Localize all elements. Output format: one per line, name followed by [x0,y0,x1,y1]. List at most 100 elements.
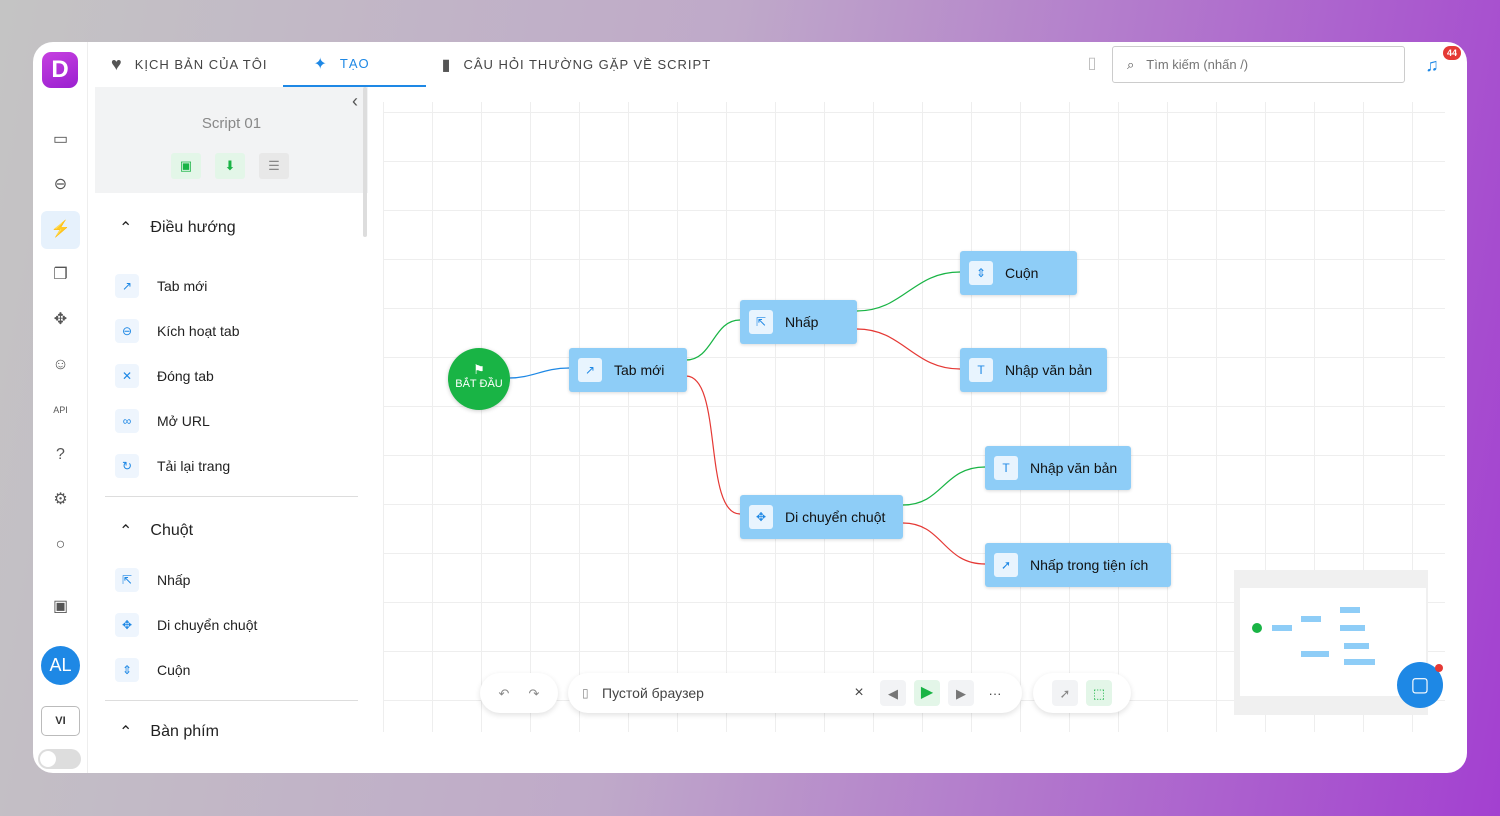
run-toolbar: ▯ Пустой браузер × ◀ ▶ ▶ ··· [568,673,1022,713]
api-icon[interactable]: API [53,404,68,415]
lightbulb-icon[interactable]: ○ [55,536,66,553]
app-window: D ▭ ⊖ ⚡ ❐ ✥ ☺ API ? ⚙ ○ ▣ AL VI ♥ KỊCH BẢ… [33,42,1467,773]
edges [508,271,986,565]
list-item[interactable]: ↗ Tab mới [95,263,368,308]
collapse-panel-button[interactable]: ‹ [352,91,358,111]
play-icon[interactable]: ▶ [914,680,940,706]
app-logo[interactable]: D [42,52,78,88]
chat-support-button[interactable]: ▢ [1397,662,1443,708]
download-icon[interactable]: ⬇ [215,153,245,179]
flow-canvas[interactable]: ⚑ BẮT ĐẦU ↗ Tab mới ⇱ Nhấp ⇕ Cuộn T Nhập văn … [383,102,1445,732]
tab-faq[interactable]: ▮ CÂU HỎI THƯỜNG GẶP VỀ SCRIPT [441,56,712,74]
section-mouse[interactable]: ⌃ Chuột [119,522,194,540]
select-toolbar: ➚ ⬚ [1033,673,1131,713]
search-box: ⌕ [1112,46,1405,83]
chevron-up-icon: ⌃ [119,724,133,741]
move-icon: ✥ [115,612,139,637]
edge [508,367,570,379]
list-item[interactable]: ∞ Mở URL [95,398,368,443]
close-button[interactable]: × [854,684,864,701]
browser-icon: ▯ [582,686,589,700]
script-header: ‹ Script 01 ▣ ⬇ ☰ [95,87,368,193]
flow-node[interactable]: ✥ Di chuyển chuột [740,495,903,539]
history-toolbar: ↶ ↷ [480,673,558,713]
more-button[interactable]: ··· [988,685,1002,701]
panel-scrollbar[interactable] [363,87,367,237]
flow-icon[interactable]: ⚡ [41,211,80,249]
users-icon[interactable]: ☺ [52,356,69,373]
move-icon: ✥ [749,505,773,529]
edge [856,328,961,370]
selection-icon[interactable]: ⬚ [1086,680,1112,706]
sparkle-icon: ✦ [313,55,328,73]
redo-icon[interactable]: ↷ [528,685,540,701]
flag-icon: ⚑ [473,362,485,377]
avatar[interactable]: AL [41,646,80,685]
tab-my-scripts[interactable]: ♥ KỊCH BẢN CỦA TÔI [111,54,268,74]
list-item[interactable]: ⊖ Kích hoạt tab [95,308,368,353]
new-tab-icon: ↗ [578,358,602,382]
list-item[interactable]: ⇕ Cuộn [95,647,368,692]
edge [685,319,741,361]
edge [685,375,741,515]
window-icon[interactable]: ▭ [52,131,69,148]
settings-icon[interactable]: ⚙ [53,491,68,508]
link-icon[interactable]: ⊖ [53,176,68,193]
theme-toggle[interactable] [38,749,81,769]
flow-node[interactable]: ↗ Tab mới [569,348,687,392]
flow-node[interactable]: T Nhập văn bản [960,348,1107,392]
flow-node[interactable]: ⇕ Cuộn [960,251,1077,295]
puzzle-icon[interactable]: ✥ [53,311,68,328]
section-navigation[interactable]: ⌃ Điều hướng [119,219,236,237]
pointer-icon[interactable]: ➚ [1052,680,1078,706]
start-node[interactable]: ⚑ BẮT ĐẦU [448,348,510,410]
scroll-icon: ⇕ [115,657,139,682]
trash-icon[interactable]: ▯ [1087,55,1097,72]
url-link-icon: ∞ [115,408,139,433]
browser-profile[interactable]: Пустой браузер [602,685,704,701]
edge [902,522,986,565]
pointer-icon: ➚ [994,553,1018,577]
bell-icon[interactable]: ♫ [1425,55,1439,75]
chevron-up-icon: ⌃ [119,220,133,237]
book-icon: ▮ [441,56,452,74]
document-icon[interactable]: ☰ [259,153,289,179]
reload-icon: ↻ [115,453,139,478]
link-icon: ⊖ [115,318,139,343]
flow-node[interactable]: ⇱ Nhấp [740,300,857,344]
flow-node[interactable]: ➚ Nhấp trong tiện ích [985,543,1171,587]
chevron-up-icon: ⌃ [119,523,133,540]
new-tab-icon: ↗ [115,273,139,298]
heart-icon: ♥ [111,54,123,74]
click-icon: ⇱ [115,567,139,592]
wallet-icon[interactable]: ▣ [52,598,69,615]
list-item[interactable]: ✥ Di chuyển chuột [95,602,368,647]
minimap[interactable] [1234,570,1428,715]
copy-icon[interactable]: ❐ [53,266,68,283]
skip-forward-icon[interactable]: ▶ [948,680,974,706]
language-button[interactable]: VI [41,706,80,736]
save-icon[interactable]: ▣ [171,153,201,179]
top-tabs: ♥ KỊCH BẢN CỦA TÔI ✦ TẠO ▮ CÂU HỎI THƯỜNG G… [95,42,727,87]
list-item[interactable]: ↻ Tải lại trang [95,443,368,488]
edge [856,271,961,312]
script-title[interactable]: Script 01 [201,115,262,132]
search-input[interactable] [1146,57,1367,72]
help-icon[interactable]: ? [56,446,65,463]
notification-badge: 44 [1443,46,1462,60]
tab-create[interactable]: ✦ TẠO [283,42,426,87]
divider [105,496,358,497]
skip-back-icon[interactable]: ◀ [880,680,906,706]
divider [105,700,358,701]
list-item[interactable]: ✕ Đóng tab [95,353,368,398]
undo-icon[interactable]: ↶ [498,685,510,701]
close-icon: ✕ [115,363,139,388]
search-icon: ⌕ [1127,56,1135,72]
scroll-icon: ⇕ [969,261,993,285]
text-icon: T [994,456,1018,480]
list-item[interactable]: ⇱ Nhấp [95,557,368,602]
click-icon: ⇱ [749,310,773,334]
flow-node[interactable]: T Nhập văn bản [985,446,1131,490]
edge [902,466,986,506]
section-keyboard[interactable]: ⌃ Bàn phím [119,723,219,741]
